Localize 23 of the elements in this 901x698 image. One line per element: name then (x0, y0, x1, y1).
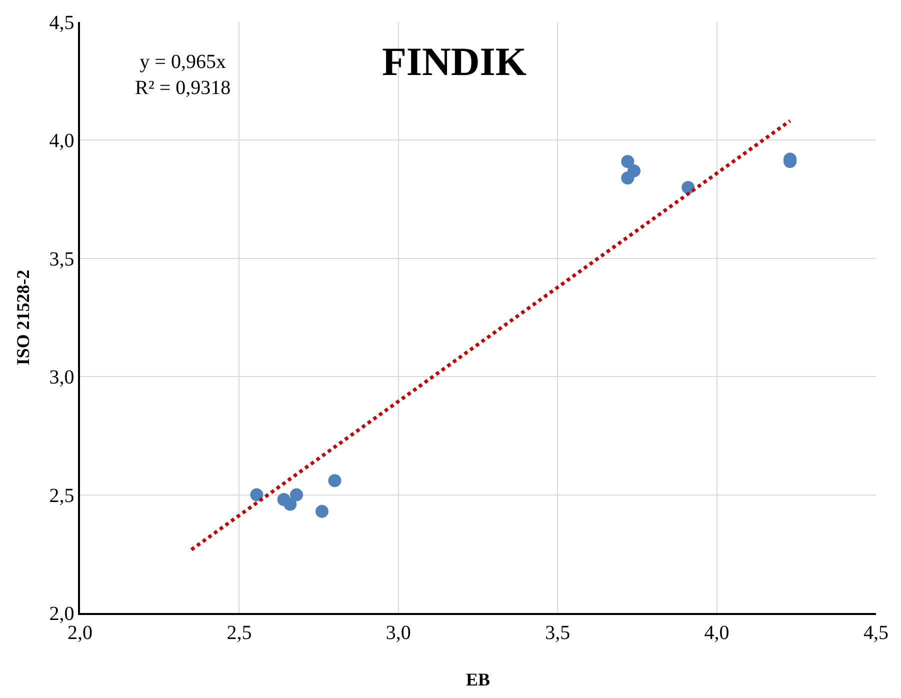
y-tick-label: 4,0 (49, 130, 74, 152)
point (290, 488, 304, 502)
x-tick-label: 4,5 (864, 622, 888, 644)
y-tick-label: 2,5 (49, 484, 74, 507)
x-axis-title: EB (466, 669, 490, 690)
annotation: R² = 0,9318 (135, 77, 231, 99)
x-tick-label: 2,5 (226, 622, 252, 644)
point (628, 164, 641, 178)
y-axis-title: ISO 21528-2 (12, 270, 33, 366)
x-tick-label: 3,0 (386, 622, 411, 644)
point (621, 154, 634, 168)
y-tick-label: 3,5 (49, 248, 74, 270)
point (250, 488, 264, 502)
point (328, 474, 342, 488)
y-tick-label: 3,0 (49, 366, 74, 389)
x-tick-label: 4,0 (704, 622, 730, 644)
chart-title: FINDIK (382, 39, 526, 84)
point (315, 504, 328, 518)
point (284, 498, 297, 511)
annotation: y = 0,965x (140, 51, 226, 73)
y-tick-label: 4,5 (49, 12, 74, 34)
point (682, 180, 695, 194)
x-tick-label: 3,5 (545, 622, 570, 644)
